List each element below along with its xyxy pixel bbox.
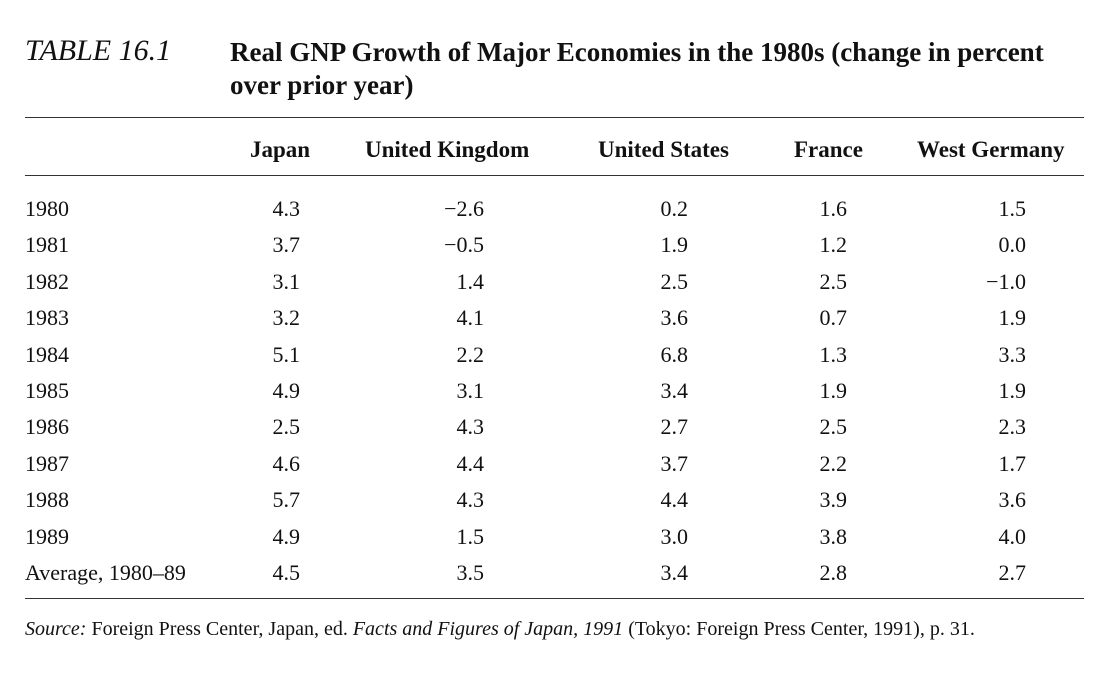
table-cell: 4.3 bbox=[456, 414, 485, 440]
bottom-rule bbox=[25, 598, 1084, 599]
table-cell: 2.5 bbox=[660, 268, 689, 294]
table-cell: 3.6 bbox=[660, 305, 689, 331]
table-cell: 2.2 bbox=[456, 341, 485, 367]
table-cell: 3.1 bbox=[272, 268, 301, 294]
table-cell: 4.4 bbox=[660, 487, 689, 513]
source-text-end: (Tokyo: Foreign Press Center, 1991), p. … bbox=[623, 618, 975, 640]
table-cell: 2.8 bbox=[819, 560, 848, 585]
table-row: 1989 4.9 1.5 3.0 3.8 4.0 bbox=[0, 524, 1115, 554]
table-cell: 1.4 bbox=[456, 268, 485, 294]
table-cell: 3.7 bbox=[272, 232, 301, 258]
table-row: 1983 3.2 4.1 3.6 0.7 1.9 bbox=[0, 305, 1115, 335]
column-header: United Kingdom bbox=[365, 137, 530, 162]
column-header: United States bbox=[598, 137, 729, 162]
header-rule bbox=[25, 175, 1084, 176]
table-cell: 1.9 bbox=[998, 378, 1027, 403]
column-header: France bbox=[794, 137, 863, 162]
table-cell: 1.9 bbox=[998, 305, 1027, 331]
table-row: 1988 5.7 4.3 4.4 3.9 3.6 bbox=[0, 487, 1115, 517]
table-cell: 4.3 bbox=[272, 196, 301, 221]
table-cell: 2.7 bbox=[660, 414, 689, 440]
table-cell: −2.6 bbox=[444, 196, 484, 221]
table-cell: 1.9 bbox=[660, 232, 689, 258]
row-label: 1984 bbox=[25, 341, 69, 367]
table-cell: 2.5 bbox=[819, 414, 848, 440]
table-title: Real GNP Growth of Major Economies in th… bbox=[230, 37, 1044, 100]
table-cell: 0.0 bbox=[998, 232, 1027, 258]
table-row: 1987 4.6 4.4 3.7 2.2 1.7 bbox=[0, 451, 1115, 481]
table-cell: 1.5 bbox=[456, 523, 485, 549]
table-cell: 3.3 bbox=[998, 341, 1027, 367]
table-cell: 6.8 bbox=[660, 341, 689, 367]
row-label: 1988 bbox=[25, 487, 69, 513]
row-label: 1985 bbox=[25, 378, 69, 403]
table-cell: 2.5 bbox=[272, 414, 301, 440]
table-cell: 4.9 bbox=[272, 378, 301, 403]
table-cell: −0.5 bbox=[444, 232, 484, 258]
table-cell: 3.8 bbox=[819, 523, 848, 549]
column-header: West Germany bbox=[917, 137, 1065, 162]
table-cell: 3.0 bbox=[660, 523, 689, 549]
table-cell: 3.9 bbox=[819, 487, 848, 513]
table-cell: 1.3 bbox=[819, 341, 848, 367]
table-label: TABLE 16.1 bbox=[25, 34, 172, 67]
table-row: 1981 3.7 −0.5 1.9 1.2 0.0 bbox=[0, 232, 1115, 262]
table-cell: 3.5 bbox=[456, 560, 485, 585]
table-cell: 3.4 bbox=[660, 378, 689, 403]
row-label: 1982 bbox=[25, 268, 69, 294]
table-row: 1986 2.5 4.3 2.7 2.5 2.3 bbox=[0, 414, 1115, 444]
table-cell: 3.1 bbox=[456, 378, 485, 403]
table-cell: 4.0 bbox=[998, 523, 1027, 549]
source-text: Foreign Press Center, Japan, ed. bbox=[86, 618, 353, 640]
table-cell: 2.5 bbox=[819, 268, 848, 294]
row-label: Average, 1980–89 bbox=[25, 560, 186, 585]
table-row: 1984 5.1 2.2 6.8 1.3 3.3 bbox=[0, 342, 1115, 372]
table-cell: 4.5 bbox=[272, 560, 301, 585]
table-cell: 0.2 bbox=[660, 196, 689, 221]
table-cell: 2.2 bbox=[819, 450, 848, 476]
row-label: 1980 bbox=[25, 196, 69, 221]
table-cell: 5.7 bbox=[272, 487, 301, 513]
table-row: 1985 4.9 3.1 3.4 1.9 1.9 bbox=[0, 378, 1115, 408]
table-cell: 3.6 bbox=[998, 487, 1027, 513]
table-cell: 2.3 bbox=[998, 414, 1027, 440]
row-label: 1983 bbox=[25, 305, 69, 331]
table-cell: 4.6 bbox=[272, 450, 301, 476]
top-rule bbox=[25, 117, 1084, 118]
source-label: Source: bbox=[25, 618, 87, 640]
table-cell: 4.9 bbox=[272, 523, 301, 549]
table-cell: 1.7 bbox=[998, 450, 1027, 476]
column-header: Japan bbox=[250, 137, 311, 162]
table-cell: 3.4 bbox=[660, 560, 689, 585]
row-label: 1989 bbox=[25, 523, 69, 549]
row-label: 1987 bbox=[25, 450, 69, 476]
table-cell: −1.0 bbox=[986, 268, 1026, 294]
table-cell: 4.1 bbox=[456, 305, 485, 331]
table-cell: 1.9 bbox=[819, 378, 848, 403]
source-note: Source: Foreign Press Center, Japan, ed.… bbox=[25, 614, 1085, 644]
row-label: 1981 bbox=[25, 232, 69, 258]
table-row: 1980 4.3 −2.6 0.2 1.6 1.5 bbox=[0, 196, 1115, 226]
table-row: 1982 3.1 1.4 2.5 2.5 −1.0 bbox=[0, 269, 1115, 299]
row-label: 1986 bbox=[25, 414, 69, 440]
table-cell: 4.3 bbox=[456, 487, 485, 513]
table-cell: 2.7 bbox=[998, 560, 1027, 585]
table-cell: 3.7 bbox=[660, 450, 689, 476]
source-book-title: Facts and Figures of Japan, 1991 bbox=[352, 618, 624, 640]
table-row: Average, 1980–89 4.5 3.5 3.4 2.8 2.7 bbox=[0, 560, 1115, 590]
table-cell: 3.2 bbox=[272, 305, 301, 331]
table-cell: 0.7 bbox=[819, 305, 848, 331]
table-cell: 1.6 bbox=[819, 196, 848, 221]
table-cell: 4.4 bbox=[456, 450, 485, 476]
table-cell: 1.2 bbox=[819, 232, 848, 258]
table-cell: 1.5 bbox=[998, 196, 1027, 221]
table-cell: 5.1 bbox=[272, 341, 301, 367]
